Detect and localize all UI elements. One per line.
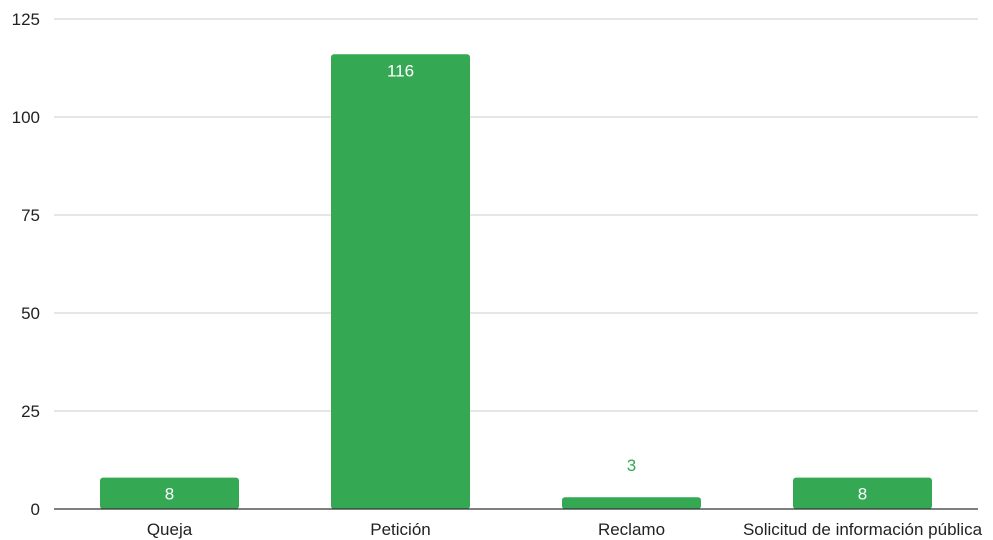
bar-0 — [100, 477, 239, 509]
gridlines — [54, 18, 978, 412]
bar-data-labels: 8 116 3 8 — [165, 61, 867, 503]
x-category-label: Queja — [147, 520, 193, 539]
y-axis-ticks: 0 25 50 75 100 125 — [12, 10, 40, 519]
x-category-label: Solicitud de información pública — [743, 520, 983, 539]
y-tick-label: 100 — [12, 108, 40, 127]
bar-1 — [331, 54, 470, 509]
y-tick-label: 0 — [31, 500, 40, 519]
y-tick-label: 125 — [12, 10, 40, 29]
x-category-label: Petición — [370, 520, 430, 539]
bar-data-label: 8 — [165, 485, 174, 504]
y-tick-label: 50 — [21, 304, 40, 323]
bar-2 — [562, 497, 701, 509]
bar-data-label: 116 — [387, 61, 414, 80]
x-category-label: Reclamo — [598, 520, 665, 539]
bar-data-label: 8 — [858, 485, 867, 504]
bar-3 — [793, 477, 932, 509]
y-tick-label: 75 — [21, 206, 40, 225]
bar-data-label: 3 — [627, 456, 636, 475]
bars — [100, 54, 932, 509]
y-tick-label: 25 — [21, 402, 40, 421]
x-axis-category-labels: Queja Petición Reclamo Solicitud de informa… — [147, 520, 983, 539]
